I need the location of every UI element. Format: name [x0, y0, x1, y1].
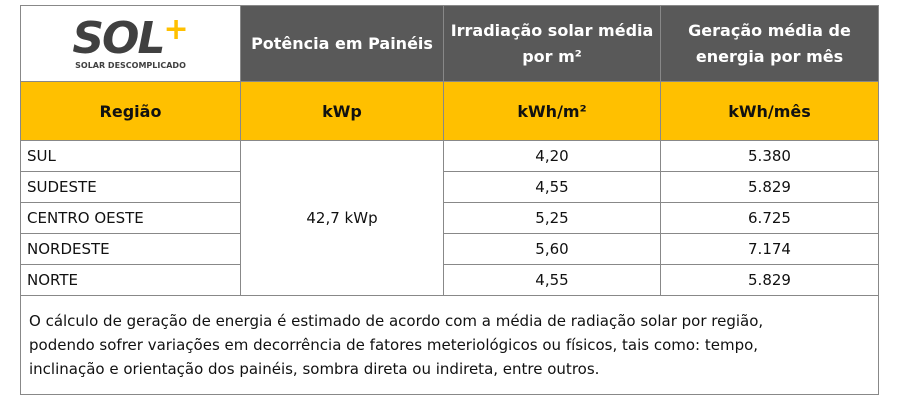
- note-row: O cálculo de geração de energia é estima…: [20, 295, 879, 395]
- power: 42,7 kWp: [240, 140, 444, 296]
- irradiation: 4,55: [443, 171, 661, 203]
- header-row: SOL+ SOLAR DESCOMPLICADO Potência em Pai…: [20, 5, 879, 82]
- logo-tagline: SOLAR DESCOMPLICADO: [75, 60, 186, 70]
- header-cell: Potência em Painéis: [240, 5, 444, 82]
- units-row: Região kWp kWh/m² kWh/mês: [20, 81, 879, 141]
- unit-cell: kWh/m²: [443, 81, 661, 141]
- generation: 5.829: [660, 264, 879, 296]
- region: NORTE: [20, 264, 241, 296]
- region: CENTRO OESTE: [20, 202, 241, 234]
- row: NORDESTE 5,60 7.174: [20, 233, 879, 265]
- irradiation: 5,25: [443, 202, 661, 234]
- generation: 5.829: [660, 171, 879, 203]
- irradiation: 4,20: [443, 140, 661, 172]
- row: CENTRO OESTE 5,25 6.725: [20, 202, 879, 234]
- region: NORDESTE: [20, 233, 241, 265]
- unit-cell: kWh/mês: [660, 81, 879, 141]
- table-body: SUL 42,7 kWp 4,20 5.380 SUDESTE 4,55 5.829 CENT…: [20, 140, 879, 296]
- logo-name: SOL: [72, 12, 165, 64]
- table: SOL+ SOLAR DESCOMPLICADO Potência em Pai…: [20, 5, 879, 395]
- generation: 5.380: [660, 140, 879, 172]
- header-cell: Irradiação solar média por m²: [443, 5, 661, 82]
- note-line: inclinação e orientação dos painéis, som…: [29, 360, 600, 378]
- region: SUL: [20, 140, 241, 172]
- generation: 7.174: [660, 233, 879, 265]
- logo-mark: +: [163, 11, 189, 47]
- irradiation: 4,55: [443, 264, 661, 296]
- region: SUDESTE: [20, 171, 241, 203]
- generation: 6.725: [660, 202, 879, 234]
- row: NORTE 4,55 5.829: [20, 264, 879, 296]
- unit-cell: Região: [20, 81, 241, 141]
- row: SUL 42,7 kWp 4,20 5.380: [20, 140, 879, 296]
- logo: SOL+ SOLAR DESCOMPLICADO: [20, 5, 241, 82]
- note-line: podendo sofrer variações em decorrência …: [29, 336, 759, 354]
- note: O cálculo de geração de energia é estima…: [20, 295, 879, 395]
- row: SUDESTE 4,55 5.829: [20, 171, 879, 203]
- irradiation: 5,60: [443, 233, 661, 265]
- unit-cell: kWp: [240, 81, 444, 141]
- note-line: O cálculo de geração de energia é estima…: [29, 312, 764, 330]
- header-cell: Geração média de energia por mês: [660, 5, 879, 82]
